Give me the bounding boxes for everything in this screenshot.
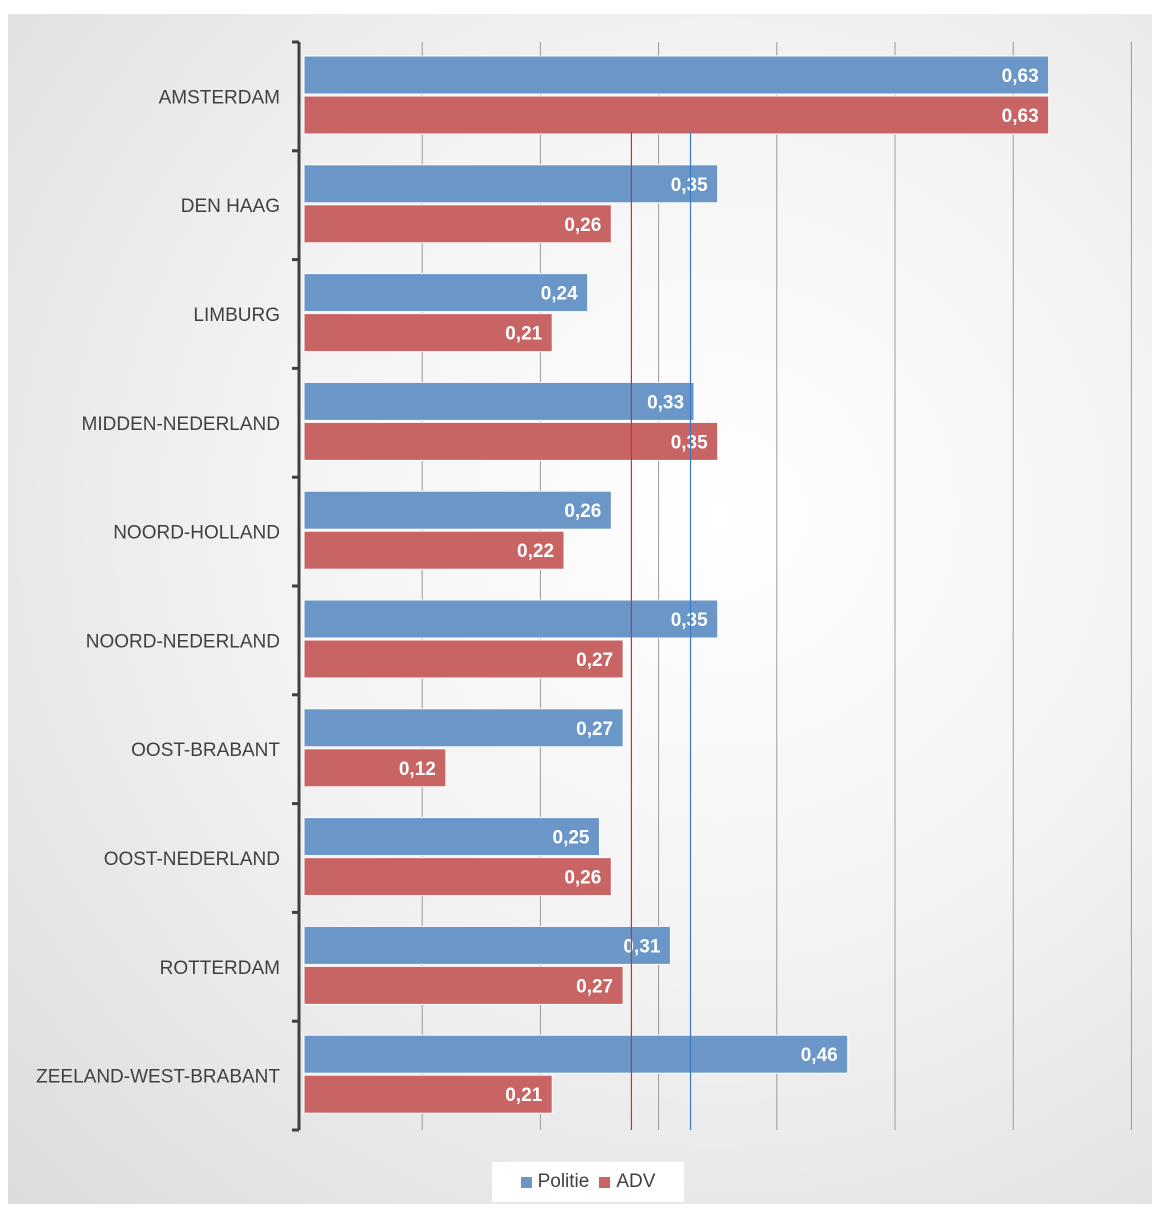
bar-adv-4 [303,530,565,570]
bar-label-adv-6: 0,12 [399,759,436,780]
bar-politie-0 [303,55,1050,95]
category-label-5: NOORD-NEDERLAND [86,631,280,652]
legend-label-politie: Politie [537,1171,590,1192]
bar-label-adv-0: 0,63 [1002,106,1039,127]
legend-item-politie: Politie [520,1171,590,1193]
bar-adv-3 [303,421,719,461]
bar-label-politie-1: 0,35 [671,175,708,196]
bar-label-politie-7: 0,25 [553,828,590,849]
legend: Politie ADV [492,1162,684,1202]
bar-adv-2 [303,313,553,353]
bar-politie-1 [303,164,719,204]
legend-swatch-adv [599,1176,611,1188]
bar-politie-7 [303,817,600,857]
bar-adv-7 [303,857,612,897]
category-label-8: ROTTERDAM [160,958,280,979]
bar-politie-4 [303,490,612,530]
category-label-0: AMSTERDAM [159,87,280,108]
bar-politie-3 [303,381,695,421]
bar-label-adv-9: 0,21 [505,1085,542,1106]
bar-adv-8 [303,965,624,1005]
legend-swatch-politie [520,1176,532,1188]
bar-label-adv-8: 0,27 [576,976,613,997]
bar-politie-8 [303,925,671,965]
bar-adv-1 [303,204,612,244]
legend-item-adv: ADV [599,1171,655,1193]
category-label-4: NOORD-HOLLAND [113,523,280,544]
bar-label-adv-7: 0,26 [564,868,601,889]
bar-label-politie-9: 0,46 [801,1045,838,1066]
category-label-7: OOST-NEDERLAND [104,849,280,870]
bar-label-politie-4: 0,26 [564,501,601,522]
category-label-1: DEN HAAG [181,196,280,217]
bar-label-politie-0: 0,63 [1002,66,1039,87]
bar-label-adv-1: 0,26 [564,215,601,236]
bar-label-adv-2: 0,21 [505,324,542,345]
bar-politie-5 [303,599,719,639]
category-label-6: OOST-BRABANT [131,740,280,761]
bar-label-adv-3: 0,35 [671,432,708,453]
category-label-3: MIDDEN-NEDERLAND [82,414,280,435]
category-label-9: ZEELAND-WEST-BRABANT [36,1067,280,1088]
bar-label-adv-4: 0,22 [517,541,554,562]
bar-label-politie-8: 0,31 [623,936,660,957]
bar-politie-6 [303,708,624,748]
bar-label-politie-3: 0,33 [647,392,684,413]
bar-adv-6 [303,748,447,788]
bar-politie-9 [303,1034,849,1074]
bar-adv-5 [303,639,624,679]
bar-label-politie-5: 0,35 [671,610,708,631]
bar-label-adv-5: 0,27 [576,650,613,671]
legend-label-adv: ADV [616,1171,656,1192]
category-label-2: LIMBURG [193,305,280,326]
bar-politie-2 [303,273,589,313]
bar-label-politie-6: 0,27 [576,719,613,740]
bar-label-politie-2: 0,24 [541,284,578,305]
bar-adv-9 [303,1074,553,1114]
bar-adv-0 [303,95,1050,135]
